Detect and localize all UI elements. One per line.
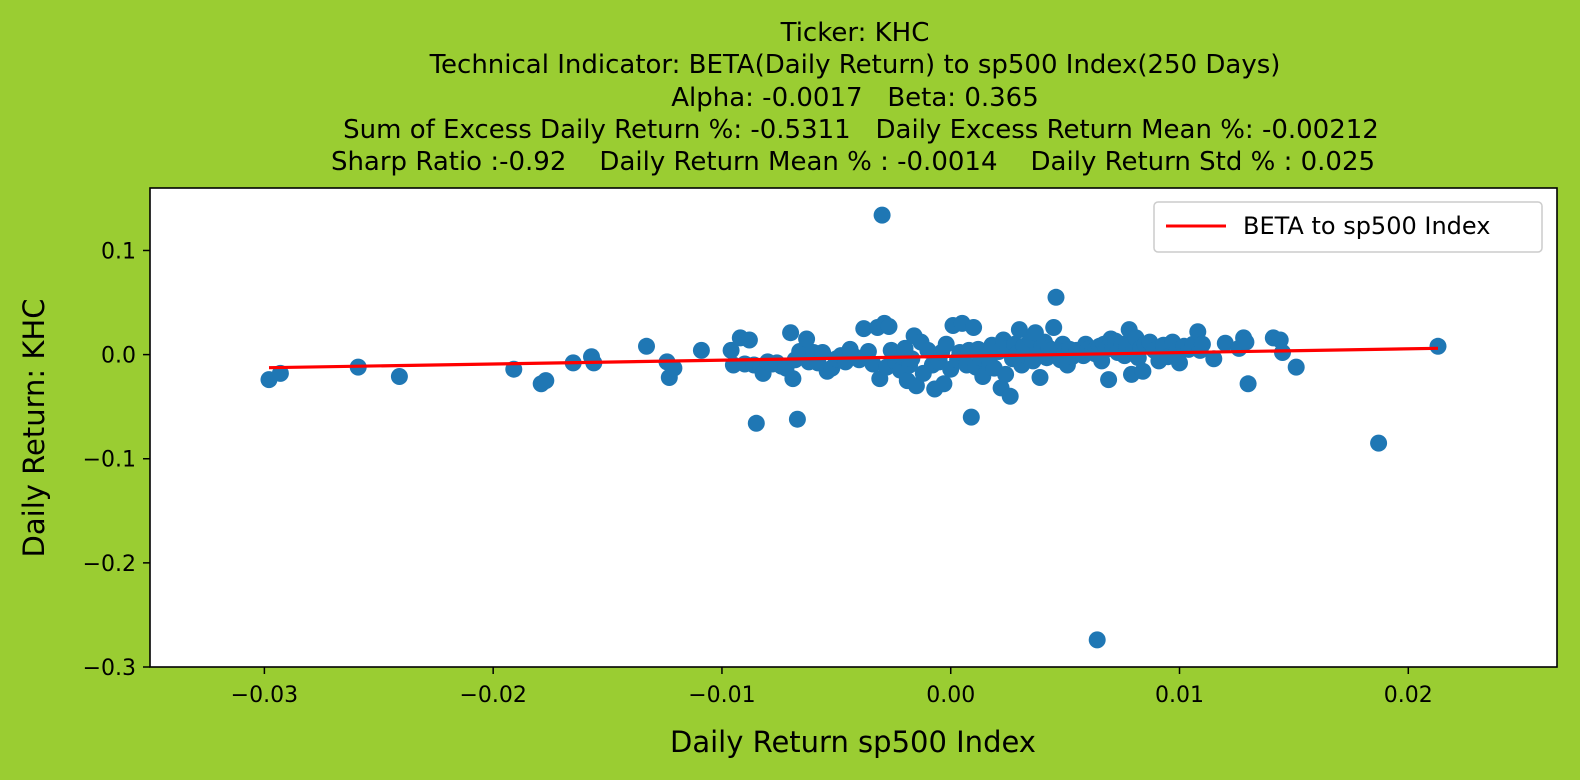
data-point xyxy=(1045,319,1063,336)
legend-box xyxy=(1153,201,1543,253)
title-line-alpha-beta: Alpha: -0.0017 Beta: 0.365 xyxy=(671,83,1039,113)
data-point xyxy=(1010,321,1028,339)
data-point xyxy=(864,355,882,373)
data-point xyxy=(873,206,891,224)
y-tick-label: 0.0 xyxy=(101,344,136,369)
data-point xyxy=(1287,358,1305,376)
data-point xyxy=(798,330,816,348)
data-point xyxy=(1134,362,1152,380)
data-point xyxy=(788,410,806,428)
data-point xyxy=(747,414,765,432)
data-point xyxy=(919,341,937,359)
legend: BETA to sp500 Index xyxy=(1153,201,1543,253)
data-point xyxy=(1001,387,1019,405)
x-tick-label: −0.03 xyxy=(231,683,298,708)
y-axis-ticks: 0.1 0.0 −0.1 −0.2 −0.3 xyxy=(83,239,150,681)
data-point xyxy=(1237,333,1255,351)
data-point xyxy=(537,372,555,390)
data-point xyxy=(638,337,655,355)
data-point xyxy=(937,335,955,353)
data-point xyxy=(965,319,983,336)
x-tick-label: −0.02 xyxy=(459,683,526,708)
data-point xyxy=(692,341,710,359)
data-point xyxy=(784,370,802,388)
data-point xyxy=(935,375,953,393)
data-point xyxy=(1205,350,1223,368)
title-line-indicator: Technical Indicator: BETA(Daily Return) … xyxy=(429,50,1281,80)
data-point xyxy=(903,350,921,368)
y-tick-label: −0.3 xyxy=(83,656,136,681)
data-point xyxy=(782,324,800,342)
y-tick-label: −0.1 xyxy=(83,448,136,473)
y-tick-label: 0.1 xyxy=(101,239,136,264)
x-tick-label: 0.02 xyxy=(1384,683,1433,708)
chart-title: Ticker: KHC Technical Indicator: BETA(Da… xyxy=(331,18,1379,177)
y-axis-label: Daily Return: KHC xyxy=(17,299,51,558)
data-point xyxy=(1274,344,1291,361)
data-point xyxy=(855,320,873,338)
data-point xyxy=(1239,375,1257,393)
beta-regression-line xyxy=(268,346,1439,370)
plot-area xyxy=(150,188,1557,667)
data-point xyxy=(1370,434,1388,452)
data-point xyxy=(1088,631,1106,649)
data-point xyxy=(1171,354,1188,372)
x-tick-label: −0.01 xyxy=(688,683,755,708)
x-axis-label: Daily Return sp500 Index xyxy=(670,725,1036,759)
data-point xyxy=(1429,337,1447,355)
data-point xyxy=(390,368,408,385)
data-point xyxy=(962,408,980,426)
data-point xyxy=(722,341,740,359)
data-point xyxy=(880,318,898,335)
data-point xyxy=(1047,288,1065,306)
data-point xyxy=(1216,334,1234,352)
data-point xyxy=(740,331,758,349)
title-line-ticker: Ticker: KHC xyxy=(780,18,930,48)
data-point xyxy=(814,344,832,361)
plot-frame xyxy=(149,187,1558,668)
data-point xyxy=(1100,371,1118,389)
x-axis-ticks: −0.03 −0.02 −0.01 0.00 0.01 0.02 xyxy=(231,667,1433,708)
title-line-sharp-ratio: Sharp Ratio :-0.92 Daily Return Mean % :… xyxy=(331,147,1375,177)
data-point xyxy=(1031,369,1049,386)
data-point xyxy=(665,359,683,377)
x-tick-label: 0.00 xyxy=(926,683,975,708)
data-point xyxy=(907,377,925,395)
y-tick-label: −0.2 xyxy=(83,552,136,577)
beta-line xyxy=(268,346,1439,370)
data-point xyxy=(1193,335,1211,353)
title-line-excess-return: Sum of Excess Daily Return %: -0.5311 Da… xyxy=(343,115,1379,145)
data-point xyxy=(997,365,1015,383)
x-tick-label: 0.01 xyxy=(1155,683,1204,708)
legend-label: BETA to sp500 Index xyxy=(1243,212,1490,240)
